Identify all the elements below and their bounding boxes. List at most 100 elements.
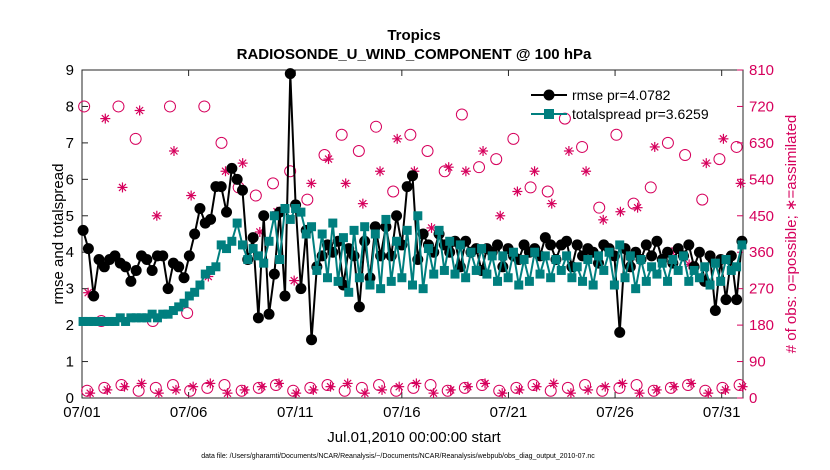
assimilated-obs-point xyxy=(563,145,574,156)
assimilated-obs-point xyxy=(529,166,540,177)
totalspread-point xyxy=(200,269,210,279)
possible-obs-point xyxy=(284,165,297,178)
totalspread-point xyxy=(179,298,189,308)
totalspread-point xyxy=(137,313,147,323)
legend-totalspread-label: totalspread pr=3.6259 xyxy=(572,106,709,122)
y-axis-right-label: # of obs: o=possible; ∗=assimilated xyxy=(783,115,800,354)
totalspread-point xyxy=(370,229,380,239)
y-tick-label: 0 xyxy=(66,390,74,407)
totalspread-point xyxy=(700,262,710,272)
x-tick-label: 07/11 xyxy=(277,404,313,421)
totalspread-point xyxy=(657,258,667,268)
possible-obs-point xyxy=(490,153,503,166)
possible-obs-point xyxy=(387,185,400,198)
totalspread-point xyxy=(83,316,93,326)
assimilated-obs-point-low xyxy=(153,388,164,399)
rmse-point xyxy=(709,305,721,317)
possible-obs-point xyxy=(576,140,589,153)
rmse-point xyxy=(120,261,132,273)
possible-obs-point-low xyxy=(596,384,609,397)
assimilated-obs-point xyxy=(289,275,300,286)
totalspread-point xyxy=(78,316,88,326)
assimilated-obs-point-low xyxy=(377,384,388,395)
x-tick-label: 07/01 xyxy=(63,404,101,421)
possible-obs-point xyxy=(644,181,657,194)
possible-obs-point xyxy=(593,201,606,214)
totalspread-point xyxy=(455,240,465,250)
y-axis-label: rmse and totalspread xyxy=(50,164,67,305)
totalspread-point xyxy=(338,233,348,243)
totalspread-point xyxy=(684,276,694,286)
totalspread-point xyxy=(578,276,588,286)
x-axis-label: Jul.01,2010 00:00:00 start xyxy=(327,429,501,446)
possible-obs-point-low xyxy=(613,381,626,394)
y-right-tick-label: 0 xyxy=(749,390,757,407)
totalspread-point xyxy=(89,316,99,326)
possible-obs-point-low xyxy=(476,379,489,392)
possible-obs-point xyxy=(370,120,383,133)
assimilated-obs-point xyxy=(735,178,746,189)
totalspread-point xyxy=(99,316,109,326)
totalspread-point xyxy=(705,280,715,290)
possible-obs-point xyxy=(421,144,434,157)
y-right-tick-label: 90 xyxy=(749,354,766,371)
possible-obs-point xyxy=(730,140,743,153)
totalspread-point xyxy=(328,218,338,228)
possible-obs-point xyxy=(352,144,365,157)
totalspread-point xyxy=(264,236,274,246)
assimilated-obs-point xyxy=(151,210,162,221)
totalspread-point xyxy=(147,309,157,319)
totalspread-point xyxy=(131,313,141,323)
possible-obs-point xyxy=(198,100,211,113)
totalspread-point xyxy=(354,273,364,283)
rmse-point xyxy=(444,246,456,258)
totalspread-point xyxy=(301,229,311,239)
y-right-tick-label: 720 xyxy=(749,98,774,115)
rmse-point xyxy=(141,254,153,266)
totalspread-point xyxy=(243,255,253,265)
assimilated-obs-point-low xyxy=(737,381,748,392)
assimilated-obs-point xyxy=(701,158,712,169)
y-tick-label: 5 xyxy=(66,208,74,225)
rmse-point xyxy=(231,173,243,185)
totalspread-point xyxy=(434,225,444,235)
totalspread-point xyxy=(121,316,131,326)
totalspread-point xyxy=(248,244,258,254)
totalspread-point xyxy=(397,273,407,283)
assimilated-obs-point-low xyxy=(325,381,336,392)
assimilated-obs-point-low xyxy=(394,381,405,392)
rmse-point xyxy=(205,213,217,225)
assimilated-obs-point-low xyxy=(102,384,113,395)
assimilated-obs-point-low xyxy=(411,378,422,389)
assimilated-obs-point-low xyxy=(514,384,525,395)
totalspread-point xyxy=(211,262,221,272)
assimilated-obs-point-low xyxy=(600,381,611,392)
totalspread-point xyxy=(344,287,354,297)
assimilated-obs-point xyxy=(134,105,145,116)
legend-totalspread-marker xyxy=(544,109,554,119)
possible-obs-point xyxy=(267,177,280,190)
possible-obs-point xyxy=(163,100,176,113)
assimilated-obs-point-low xyxy=(222,388,233,399)
y-right-tick-label: 630 xyxy=(749,135,774,152)
possible-obs-point xyxy=(78,100,91,113)
assimilated-obs-point xyxy=(443,162,454,173)
assimilated-obs-point-low xyxy=(291,388,302,399)
totalspread-point xyxy=(556,265,566,275)
rmse-point xyxy=(353,301,365,313)
possible-obs-point xyxy=(541,185,554,198)
rmse-point xyxy=(683,239,695,251)
possible-obs-point xyxy=(404,128,417,141)
rmse-point xyxy=(704,250,716,262)
totalspread-point xyxy=(551,255,561,265)
totalspread-point xyxy=(562,251,572,261)
totalspread-point xyxy=(732,262,742,272)
assimilated-obs-point-low xyxy=(480,378,491,389)
possible-obs-point-low xyxy=(441,384,454,397)
possible-obs-point xyxy=(455,108,468,121)
assimilated-obs-point-low xyxy=(548,378,559,389)
totalspread-point xyxy=(296,207,306,217)
totalspread-point xyxy=(716,276,726,286)
rmse-point xyxy=(77,224,89,236)
totalspread-point xyxy=(381,214,391,224)
